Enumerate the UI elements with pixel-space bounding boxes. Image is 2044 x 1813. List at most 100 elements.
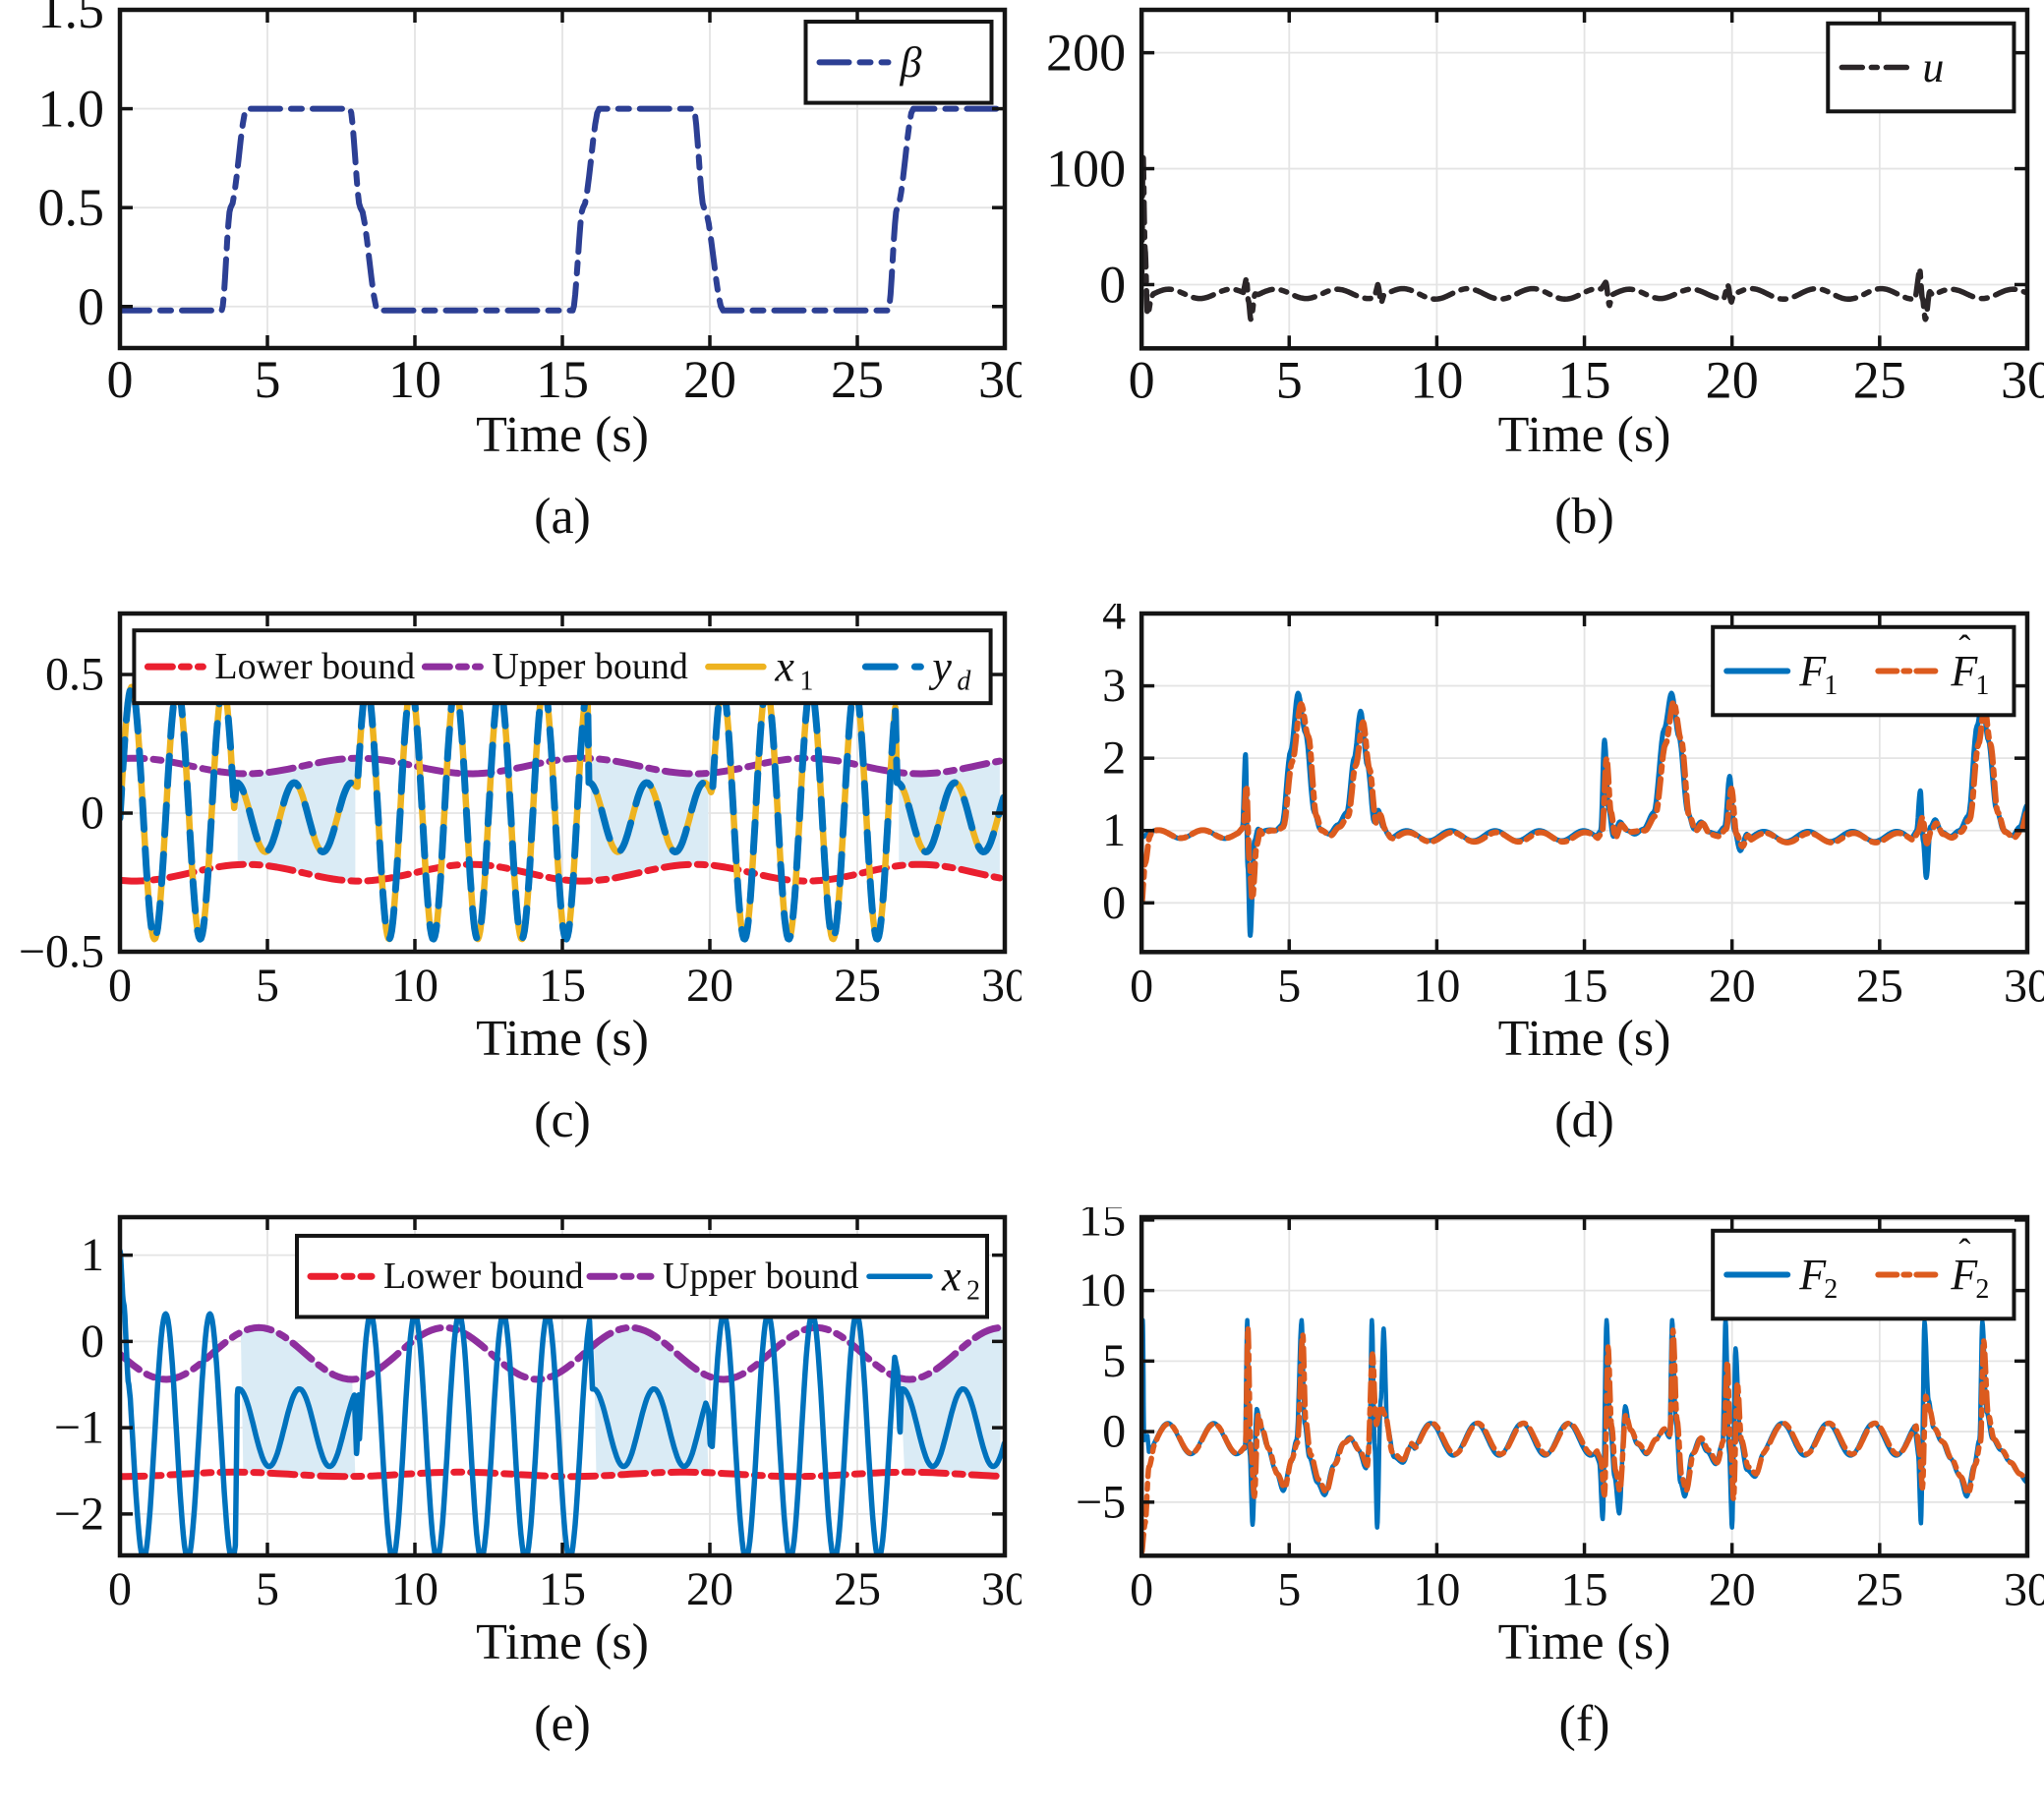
panel-c: 0 5 10 15 20 25 30 −0.5 0 0.5 Lower bound Upper bou… [0,604,1022,1207]
xlabel-d: Time (s) [1497,1011,1671,1068]
x-tick-label: 25 [1856,1563,1903,1614]
xlabel-f: Time (s) [1497,1614,1671,1671]
xlabel-a: Time (s) [476,407,649,463]
x-tick-label: 10 [1410,350,1463,407]
x-tick-label: 5 [255,350,281,407]
xlabel-e: Time (s) [476,1614,649,1670]
panel-b: 0 5 10 15 20 25 30 0 100 200 u Time (s) (b) [1022,0,2044,604]
panel-d: 0 5 10 15 20 25 30 0 1 2 3 4 F 1 F ˆ 1 Time (s) (d) [1022,604,2044,1207]
y-tick-label: 0 [1102,877,1126,929]
legend-box [803,20,994,105]
y-tick-label: 10 [1079,1264,1126,1316]
legend-label: β [900,38,922,87]
xlabel-c: Time (s) [476,1011,649,1067]
series-upper [120,754,1004,778]
y-tick-label: 4 [1102,604,1126,640]
y-tick-label: 0 [81,1316,104,1368]
x-tick-label: 10 [391,1563,438,1614]
legend-label: 2 [1824,1274,1838,1305]
x-tick-label: 20 [1709,960,1756,1011]
legend-label: Lower bound [214,646,415,687]
series-u [1141,151,2027,322]
x-tick-label: 30 [978,350,1022,407]
x-tick-label: 20 [686,1563,733,1614]
legend-label: 1 [799,667,813,697]
legend-hat-accent: ˆ [1958,1232,1970,1271]
legend-label: x [774,643,794,691]
x-tick-label: 15 [539,960,586,1011]
x-tick-label: 15 [1561,1563,1608,1614]
legend-label: F [1798,1251,1827,1299]
series-yd [120,683,1005,943]
x-tick-label: 15 [1561,960,1608,1011]
x-tick-label: 0 [108,1563,132,1614]
legend-label: 2 [1975,1274,1989,1305]
x-tick-label: 0 [107,350,134,407]
y-tick-label: 0 [78,277,104,336]
legend-label: Upper bound [492,646,687,687]
x-tick-label: 5 [1277,960,1301,1011]
y-tick-label: 1 [1102,804,1126,856]
x-tick-label: 25 [1853,350,1906,407]
x-tick-label: 10 [391,960,438,1011]
constraint-band [240,1327,356,1477]
x-tick-label: 20 [1706,350,1759,407]
x-tick-label: 5 [256,960,279,1011]
x-tick-label: 20 [686,960,733,1011]
x-tick-label: 20 [1709,1563,1756,1614]
x-tick-label: 5 [256,1563,279,1614]
constraint-band [594,1327,709,1477]
y-tick-label: 1 [81,1229,104,1281]
y-tick-label: 0 [1102,1406,1126,1458]
x-tick-label: 25 [834,1563,881,1614]
y-tick-label: −2 [54,1488,104,1540]
caption-a: (a) [534,488,591,545]
legend-box [132,628,993,706]
series-beta [120,105,1005,314]
plot-b: 0 5 10 15 20 25 30 0 100 200 u [1046,7,2044,407]
x-tick-label: 10 [1413,960,1460,1011]
legend-label: F [1950,647,1978,695]
panel-e: 0 5 10 15 20 25 30 −2 −1 0 1 Lower bound Upper bound… [0,1207,1022,1811]
panel-f: 0 5 10 15 20 25 30 −5 0 5 10 15 F 2 F ˆ 2 Time (s) (f) [1022,1207,2044,1811]
y-tick-label: 0 [81,788,104,840]
y-tick-label: 1.0 [38,80,105,139]
y-tick-label: 1.5 [38,0,105,39]
x-tick-label: 25 [831,350,884,407]
series-F2hat [1141,1324,2027,1556]
x-tick-label: 0 [1129,350,1155,407]
x-tick-label: 0 [1130,1563,1153,1614]
x-tick-label: 25 [1856,960,1903,1011]
series-lower [120,860,1004,885]
xlabel-b: Time (s) [1497,407,1671,464]
plot-c: 0 5 10 15 20 25 30−0.500.5 Lower bound Upper bou… [19,611,1022,1011]
x-tick-label: 15 [1558,350,1611,407]
caption-d: (d) [1554,1091,1614,1148]
legend-label: F [1798,647,1827,695]
x-tick-label: 10 [1413,1563,1460,1614]
legend-label: x [941,1253,962,1301]
x-tick-label: 15 [536,350,589,407]
legend-label: 1 [1824,671,1838,701]
x-tick-label: 15 [539,1563,586,1614]
x-tick-label: 10 [388,350,441,407]
x-tick-label: 30 [981,960,1022,1011]
legend-label: 2 [966,1276,980,1307]
legend-hat-accent: ˆ [1958,628,1970,668]
x-tick-label: 20 [683,350,736,407]
y-tick-label: 0.5 [38,178,105,237]
x-tick-label: 30 [981,1563,1022,1614]
y-tick-label: 2 [1102,732,1126,785]
legend-label: y [928,643,952,691]
legend-label: d [957,667,971,697]
x-tick-label: 5 [1277,1563,1301,1614]
caption-f: (f) [1558,1695,1610,1752]
x-tick-label: 30 [2004,1563,2044,1614]
y-tick-label: 3 [1102,660,1126,712]
caption-e: (e) [534,1695,591,1752]
y-tick-label: 15 [1079,1207,1126,1246]
plot-e: 0 5 10 15 20 25 30 −2 −1 0 1 Lower bound Upper bound… [54,1214,1022,1614]
y-tick-label: −5 [1076,1476,1126,1528]
